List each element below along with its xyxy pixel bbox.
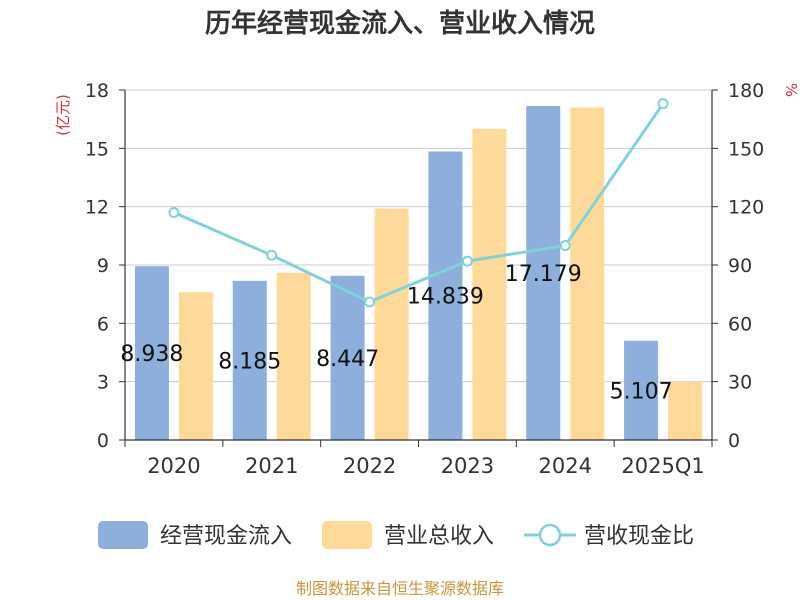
y-left-tick-label: 12: [85, 197, 109, 219]
x-tick-label: 2021: [245, 454, 298, 478]
ratio-point: [461, 255, 473, 267]
bar-revenue: [178, 292, 213, 440]
bars: [134, 105, 703, 441]
x-tick-label: 2024: [539, 454, 592, 478]
y-left-tick-label: 3: [97, 372, 109, 394]
y-right-tick-label: 90: [728, 255, 752, 277]
y-right-tick-label: 120: [728, 197, 764, 219]
legend-swatch: [98, 521, 148, 549]
bar-cash-inflow: [526, 105, 561, 440]
data-label: 17.179: [505, 262, 582, 287]
y-left-tick-label: 0: [97, 430, 109, 452]
x-tick-label: 2022: [343, 454, 396, 478]
y-left-tick-label: 9: [97, 255, 109, 277]
legend-marker: [538, 523, 562, 547]
legend-label: 营业总收入: [384, 524, 494, 549]
y-right-tick-label: 60: [728, 313, 752, 335]
data-label: 5.107: [610, 379, 673, 404]
grid-lines: [125, 89, 712, 383]
y-right-tick-label: 30: [728, 372, 752, 394]
legend-label: 营收现金比: [584, 524, 694, 549]
bar-revenue: [374, 208, 409, 440]
y-right-tick-label: 0: [728, 430, 740, 452]
ratio-line-path: [173, 102, 665, 304]
bar-cash-inflow: [232, 280, 267, 440]
ratio-point: [559, 240, 571, 252]
ratio-point: [364, 296, 376, 308]
y-left-unit: (亿元): [54, 94, 72, 136]
legend-label: 经营现金流入: [160, 524, 292, 549]
y-right-unit: %: [782, 83, 800, 97]
data-label: 8.447: [316, 347, 379, 372]
y-left-tick-label: 15: [85, 138, 109, 160]
y-left-tick-label: 18: [85, 80, 109, 102]
chart-title: 历年经营现金流入、营业收入情况: [205, 8, 595, 39]
bar-revenue: [472, 128, 507, 440]
data-label: 14.839: [407, 285, 484, 310]
bar-cash-inflow: [624, 340, 659, 440]
x-tick-label: 2020: [147, 454, 200, 478]
y-right-tick-label: 150: [728, 138, 764, 160]
legend-swatch: [322, 521, 372, 549]
bar-cash-inflow: [330, 275, 365, 440]
ratio-line: [168, 98, 669, 308]
y-left-tick-label: 6: [97, 313, 109, 335]
bar-cash-inflow: [134, 266, 169, 440]
data-label: 8.185: [218, 349, 281, 374]
x-tick-label: 2023: [441, 454, 494, 478]
data-labels: 8.938 8.185 8.447 14.839 17.179 5.107: [120, 262, 672, 404]
data-label: 8.938: [120, 342, 183, 367]
x-tick-label: 2025Q1: [621, 454, 704, 478]
bar-revenue: [276, 272, 311, 440]
source-note: 制图数据来自恒生聚源数据库: [296, 579, 504, 598]
legend: 经营现金流入 营业总收入 营收现金比: [98, 521, 694, 549]
bar-revenue: [668, 381, 703, 440]
bar-revenue: [570, 107, 605, 440]
ratio-point: [657, 98, 669, 110]
ratio-point: [266, 249, 278, 261]
ratio-point: [168, 207, 180, 218]
bar-cash-inflow: [428, 151, 463, 441]
y-right-tick-label: 180: [728, 80, 764, 102]
